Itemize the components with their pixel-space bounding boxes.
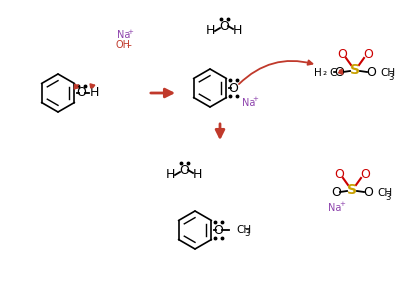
Text: O: O [366, 67, 376, 80]
Text: O: O [363, 48, 373, 61]
Text: CH: CH [380, 68, 395, 78]
Text: –: – [127, 40, 132, 50]
Text: O: O [76, 87, 86, 100]
Text: 3: 3 [244, 230, 250, 239]
Text: O: O [334, 168, 344, 181]
Text: O: O [363, 186, 373, 200]
Text: +: + [252, 96, 258, 102]
Text: Na: Na [328, 203, 341, 213]
Text: CH: CH [236, 225, 251, 235]
Text: S: S [347, 183, 357, 197]
Text: 3: 3 [385, 192, 391, 201]
Text: O: O [179, 164, 189, 177]
Text: +: + [127, 29, 133, 35]
Text: O: O [219, 20, 229, 33]
Text: O: O [331, 186, 341, 200]
Text: C: C [329, 68, 337, 78]
Text: H: H [232, 25, 242, 38]
Text: CH: CH [377, 188, 392, 198]
Text: Na: Na [242, 98, 256, 108]
Text: S: S [350, 63, 360, 77]
Text: H: H [165, 168, 175, 181]
Text: H: H [90, 87, 99, 100]
Text: O: O [360, 168, 370, 181]
Text: H: H [192, 168, 202, 181]
Text: +: + [339, 201, 345, 207]
Text: O: O [213, 224, 223, 237]
Text: O: O [334, 67, 344, 80]
Text: O: O [228, 82, 238, 95]
Text: H: H [205, 25, 215, 38]
Text: Na: Na [117, 30, 130, 40]
Text: H: H [314, 68, 322, 78]
Text: ₂: ₂ [323, 67, 327, 77]
Text: OH: OH [115, 40, 130, 50]
Text: 3: 3 [388, 72, 394, 82]
Text: O: O [337, 48, 347, 61]
